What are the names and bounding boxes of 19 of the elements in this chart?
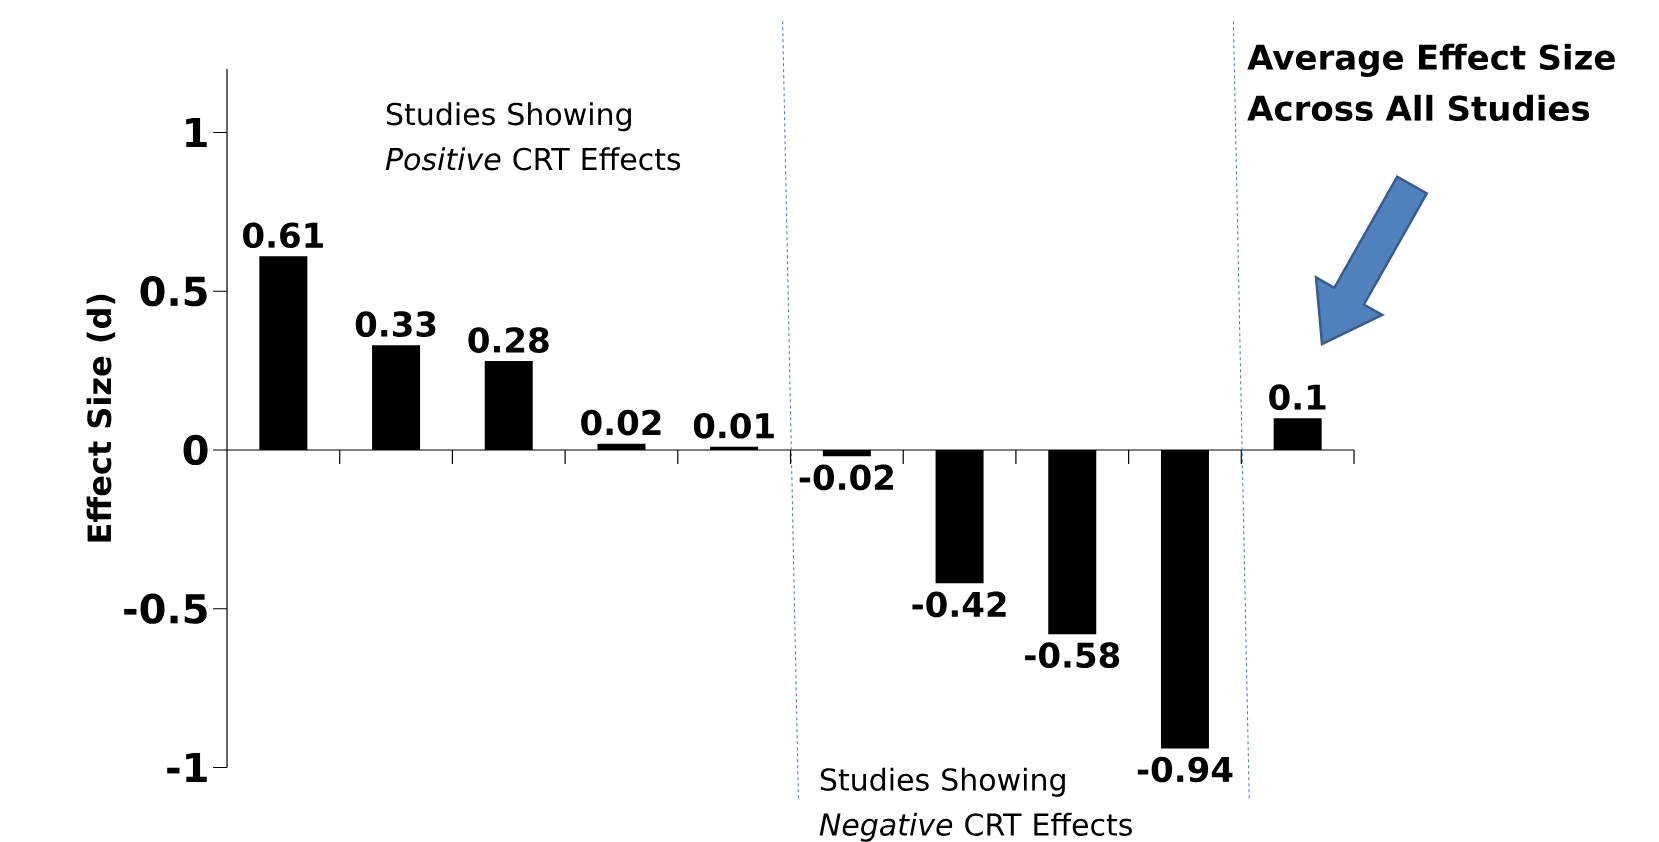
y-tick-label: 0 [183,434,208,466]
data-label: 0.02 [581,409,661,436]
y-tick-label: -0.5 [124,593,207,624]
annotation: Average Effect Size Across All Studies [1247,43,1615,122]
data-label: -0.02 [799,464,893,491]
data-label: 0.28 [468,327,549,353]
y-tick-label: 1 [186,117,207,148]
data-label: 0.33 [355,311,436,338]
y-tick-label: -1 [167,752,207,783]
y-tick-label: 0.5 [140,276,207,307]
annotation: Studies Showing Positive CRT Effects [385,102,681,171]
data-label: 0.61 [243,222,323,249]
data-label: -0.42 [912,591,1006,618]
data-label: 0.1 [1269,384,1326,411]
data-label: -0.94 [1137,756,1233,783]
text: Studies Showing Negative CRT Effects [819,767,1132,842]
data-label: 0.01 [693,412,774,439]
data-label: -0.58 [1025,642,1120,669]
y-axis-title: Effect Size (d) [86,294,116,542]
